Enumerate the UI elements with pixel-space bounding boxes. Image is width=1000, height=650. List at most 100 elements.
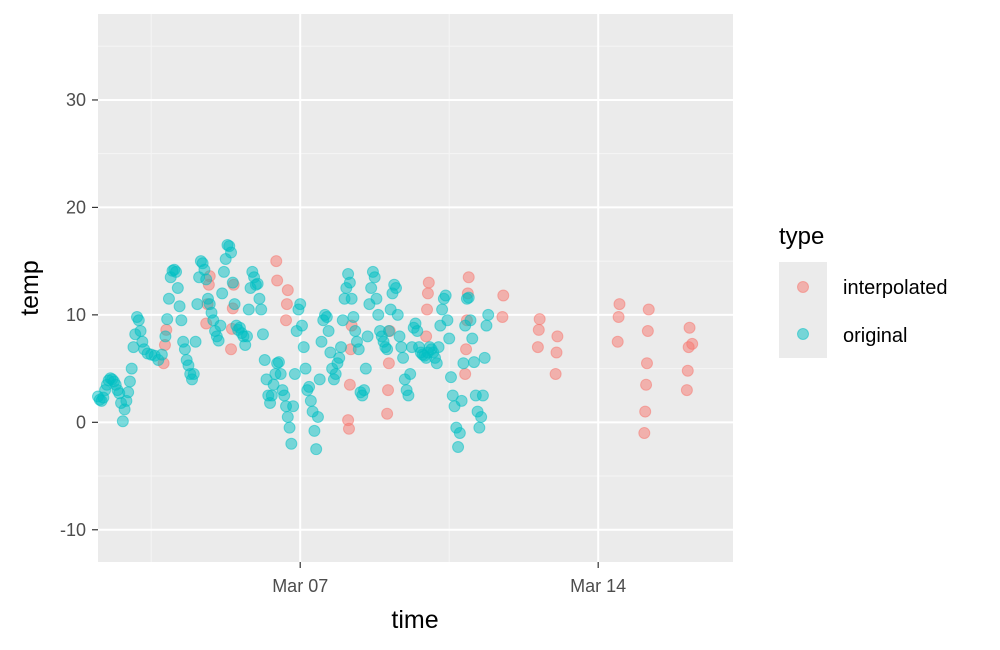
data-point-original	[372, 308, 385, 321]
data-point-original	[283, 421, 296, 434]
data-point-original	[457, 357, 470, 370]
data-point-interpolated	[382, 384, 395, 397]
data-point-original	[216, 287, 229, 300]
data-point-original	[191, 298, 204, 311]
grid-major-lines	[98, 14, 733, 562]
data-point-original	[198, 263, 211, 276]
data-point-original	[240, 330, 253, 343]
data-point-original	[455, 394, 468, 407]
data-point-original	[258, 353, 271, 366]
data-point-original	[162, 292, 175, 305]
data-point-original	[436, 303, 449, 316]
data-point-original	[171, 282, 184, 294]
data-point-original	[155, 348, 168, 361]
data-point-interpolated	[496, 311, 509, 324]
data-points	[92, 239, 699, 456]
data-point-original	[468, 356, 481, 369]
data-point-interpolated	[550, 346, 563, 359]
data-point-original	[430, 357, 443, 370]
data-point-original	[476, 389, 489, 402]
data-point-interpolated	[420, 330, 433, 343]
data-point-interpolated	[551, 330, 564, 343]
data-point-original	[464, 314, 477, 327]
data-point-original	[303, 380, 316, 393]
data-point-original	[212, 334, 225, 347]
data-point-original	[482, 308, 495, 321]
data-point-original	[444, 371, 457, 384]
data-point-interpolated	[342, 422, 355, 435]
data-point-original	[395, 341, 408, 354]
data-point-interpolated	[532, 323, 545, 336]
data-point-original	[475, 410, 488, 423]
data-point-interpolated	[681, 364, 694, 377]
data-point-original	[393, 330, 406, 343]
data-point-interpolated	[533, 313, 546, 326]
data-point-original	[322, 324, 335, 337]
data-point-original	[358, 384, 371, 397]
data-point-interpolated	[462, 271, 475, 284]
x-tick-labels: Mar 07 Mar 14	[272, 576, 626, 596]
data-point-interpolated	[421, 287, 434, 300]
data-point-original	[324, 346, 337, 359]
y-tick-label: 30	[66, 90, 86, 110]
data-point-original	[381, 343, 394, 356]
data-point-interpolated	[549, 367, 562, 380]
x-axis-title: time	[391, 606, 438, 634]
data-point-original	[214, 319, 227, 332]
data-point-original	[453, 427, 466, 440]
data-point-original	[478, 351, 491, 364]
data-point-original	[404, 367, 417, 380]
axis-ticks	[92, 99, 599, 568]
data-point-original	[397, 351, 410, 364]
data-point-original	[132, 314, 145, 327]
legend: type interpolated original	[779, 223, 948, 358]
data-point-original	[304, 394, 317, 407]
data-point-original	[173, 300, 186, 313]
data-point-original	[389, 282, 402, 294]
data-point-original	[349, 324, 362, 337]
legend-title: type	[779, 223, 824, 250]
y-tick-label: 0	[76, 412, 86, 432]
data-point-interpolated	[270, 255, 283, 268]
data-point-original	[297, 341, 310, 354]
y-tick-label: 20	[66, 197, 86, 217]
data-point-original	[255, 303, 268, 316]
data-point-original	[170, 265, 183, 278]
data-point-original	[347, 311, 360, 324]
x-tick-label: Mar 07	[272, 576, 328, 596]
data-point-original	[228, 298, 241, 311]
data-point-interpolated	[225, 343, 238, 356]
x-tick-label: Mar 14	[570, 576, 626, 596]
data-point-original	[365, 282, 378, 294]
data-point-original	[225, 246, 238, 259]
data-point-original	[352, 343, 365, 356]
data-point-original	[281, 410, 294, 423]
data-point-original	[343, 276, 356, 289]
data-point-original	[368, 271, 381, 284]
data-point-original	[480, 319, 493, 332]
data-point-original	[253, 292, 266, 305]
data-point-original	[313, 373, 326, 386]
data-point-original	[226, 276, 239, 289]
data-point-original	[391, 308, 404, 321]
data-point-interpolated	[460, 343, 473, 356]
data-point-original	[441, 314, 454, 327]
data-point-interpolated	[382, 357, 395, 370]
data-point-original	[299, 362, 312, 375]
data-point-original	[274, 367, 287, 380]
data-point-interpolated	[683, 321, 696, 334]
data-point-original	[175, 314, 188, 327]
data-point-original	[402, 389, 415, 402]
data-point-interpolated	[680, 384, 693, 397]
data-point-interpolated	[638, 427, 651, 440]
data-point-interpolated	[531, 341, 544, 354]
data-point-interpolated	[639, 405, 652, 418]
data-point-original	[345, 292, 358, 305]
data-point-interpolated	[612, 311, 625, 324]
data-point-original	[439, 289, 452, 302]
data-point-original	[295, 319, 308, 332]
data-point-original	[265, 389, 278, 402]
data-point-original	[288, 367, 301, 380]
data-point-original	[122, 386, 135, 399]
data-point-interpolated	[280, 314, 293, 327]
